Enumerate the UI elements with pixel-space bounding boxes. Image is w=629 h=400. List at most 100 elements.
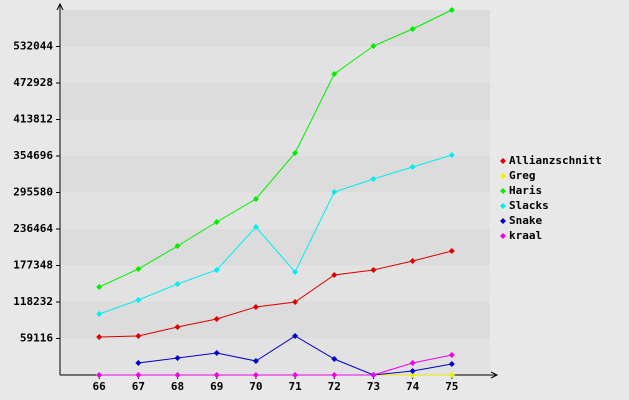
y-tick-label: 413812 (13, 113, 53, 126)
legend-marker (500, 218, 506, 224)
data-point (135, 297, 142, 304)
data-point (96, 334, 103, 341)
y-tick-label: 177348 (13, 259, 53, 272)
data-point (370, 176, 377, 183)
legend-label: Haris (509, 184, 542, 197)
data-point (448, 372, 455, 378)
legend-label: Greg (509, 169, 536, 182)
data-point (292, 150, 299, 157)
data-point (252, 304, 259, 311)
plot-band (61, 156, 490, 193)
data-point (213, 372, 220, 378)
x-tick-label: 73 (367, 380, 380, 393)
data-point (213, 267, 220, 274)
x-tick-label: 71 (288, 380, 302, 393)
data-point (174, 323, 181, 330)
x-tick-label: 74 (406, 380, 420, 393)
data-point (331, 71, 338, 78)
legend-label: kraal (509, 229, 542, 242)
data-point (448, 152, 455, 159)
legend-marker (500, 188, 506, 194)
plot-bands (61, 10, 490, 375)
data-point (331, 355, 338, 362)
legend-label: Allianzschnitt (509, 154, 602, 167)
data-point (409, 368, 416, 375)
data-point (174, 355, 181, 362)
data-point (448, 248, 455, 255)
grid: 59116 118232 177348 236464 295580 354696 41381… (13, 40, 458, 394)
data-point (292, 299, 299, 306)
data-point (96, 372, 103, 378)
data-point (252, 224, 259, 231)
legend-marker (500, 173, 506, 179)
plot-band (61, 229, 490, 266)
plot-band (61, 46, 490, 83)
data-point (292, 372, 299, 378)
data-point (96, 311, 103, 318)
data-point (409, 164, 416, 171)
plot-band (61, 302, 490, 339)
data-point (174, 372, 181, 378)
data-point (448, 360, 455, 367)
data-point (448, 352, 455, 359)
data-point (252, 372, 259, 378)
data-point (370, 267, 377, 274)
data-point (213, 219, 220, 226)
x-tick-label: 66 (93, 380, 107, 393)
data-point (213, 350, 220, 357)
y-tick-label: 532044 (13, 40, 53, 53)
series-line (98, 9, 453, 288)
data-point (331, 272, 338, 279)
legend-label: Slacks (509, 199, 549, 212)
x-tick-label: 68 (171, 380, 184, 393)
plot: Allianzschnitt Greg Haris Slacks Snake kraal (96, 7, 602, 378)
data-point (292, 269, 299, 276)
x-tick-label: 67 (132, 380, 145, 393)
y-tick-label: 354696 (13, 149, 53, 162)
x-tick-label: 75 (445, 380, 458, 393)
series-line (99, 250, 452, 338)
y-tick-label: 295580 (13, 186, 53, 199)
data-point (252, 196, 259, 203)
data-point (331, 372, 338, 378)
series-line (99, 154, 452, 315)
data-point (252, 358, 259, 365)
data-point (370, 43, 377, 50)
y-tick-label: 59116 (20, 332, 53, 345)
data-point (292, 333, 299, 340)
data-point (135, 333, 142, 340)
plot-band (61, 83, 490, 120)
plot-band (61, 119, 490, 156)
series-line (99, 354, 452, 376)
data-point (409, 372, 416, 378)
y-tick-label: 118232 (13, 295, 53, 308)
legend-marker (500, 233, 506, 239)
data-point (135, 266, 142, 273)
data-point (409, 360, 416, 367)
legend-label: Snake (509, 214, 542, 227)
plot-band (61, 338, 490, 375)
y-tick-label: 236464 (13, 222, 53, 235)
legend-marker (500, 158, 506, 164)
plot-band (61, 192, 490, 229)
x-tick-label: 69 (210, 380, 223, 393)
data-point (409, 26, 416, 33)
plot-band (61, 265, 490, 302)
plot-band (61, 10, 490, 47)
data-point (135, 360, 142, 367)
data-point (370, 372, 377, 378)
legend-marker (500, 203, 506, 209)
data-point (331, 189, 338, 196)
data-point (448, 7, 455, 13)
y-axis-arrow (56, 2, 64, 11)
x-tick-label: 70 (249, 380, 262, 393)
data-point (96, 284, 103, 291)
y-tick-label: 472928 (13, 76, 53, 89)
data-point (135, 372, 142, 378)
x-tick-label: 72 (328, 380, 341, 393)
x-axis-arrow (490, 371, 499, 379)
data-point (409, 258, 416, 265)
data-point (213, 316, 220, 323)
data-point (174, 243, 181, 250)
